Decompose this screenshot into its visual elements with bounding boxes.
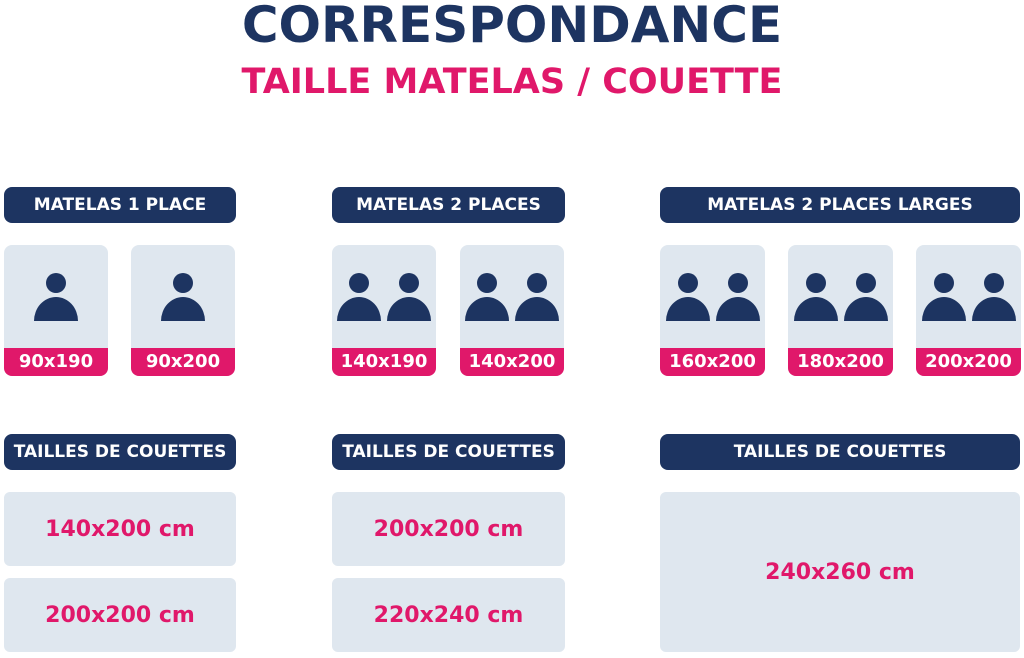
mattress-size: 160x200: [660, 348, 765, 376]
person-icon: [386, 273, 432, 327]
mattress-card: 140x200: [460, 245, 564, 376]
mattress-header: MATELAS 1 PLACE: [4, 187, 236, 223]
person-icon: [843, 273, 889, 327]
mattress-header: MATELAS 2 PLACES LARGES: [660, 187, 1020, 223]
person-icon: [971, 273, 1017, 327]
couette-size: 220x240 cm: [332, 578, 565, 652]
couette-size: 200x200 cm: [332, 492, 565, 566]
person-icon: [160, 273, 206, 327]
mattress-card: 90x200: [131, 245, 235, 376]
page-subtitle: TAILLE MATELAS / COUETTE: [241, 62, 783, 102]
mattress-card: 90x190: [4, 245, 108, 376]
couette-header: TAILLES DE COUETTES: [332, 434, 565, 470]
mattress-card: 200x200: [916, 245, 1021, 376]
mattress-size: 90x190: [4, 348, 108, 376]
person-icon: [793, 273, 839, 327]
mattress-size: 140x200: [460, 348, 564, 376]
mattress-card: 140x190: [332, 245, 436, 376]
couette-size: 200x200 cm: [4, 578, 236, 652]
person-icon: [715, 273, 761, 327]
person-icon: [665, 273, 711, 327]
couette-header: TAILLES DE COUETTES: [660, 434, 1020, 470]
mattress-size: 200x200: [916, 348, 1021, 376]
person-icon: [336, 273, 382, 327]
couette-header: TAILLES DE COUETTES: [4, 434, 236, 470]
couette-size: 240x260 cm: [660, 492, 1020, 652]
mattress-size: 140x190: [332, 348, 436, 376]
mattress-header: MATELAS 2 PLACES: [332, 187, 565, 223]
mattress-card: 180x200: [788, 245, 893, 376]
person-icon: [33, 273, 79, 327]
person-icon: [464, 273, 510, 327]
mattress-card: 160x200: [660, 245, 765, 376]
mattress-size: 90x200: [131, 348, 235, 376]
person-icon: [921, 273, 967, 327]
mattress-size: 180x200: [788, 348, 893, 376]
couette-size: 140x200 cm: [4, 492, 236, 566]
page-title: CORRESPONDANCE: [241, 0, 783, 54]
person-icon: [514, 273, 560, 327]
